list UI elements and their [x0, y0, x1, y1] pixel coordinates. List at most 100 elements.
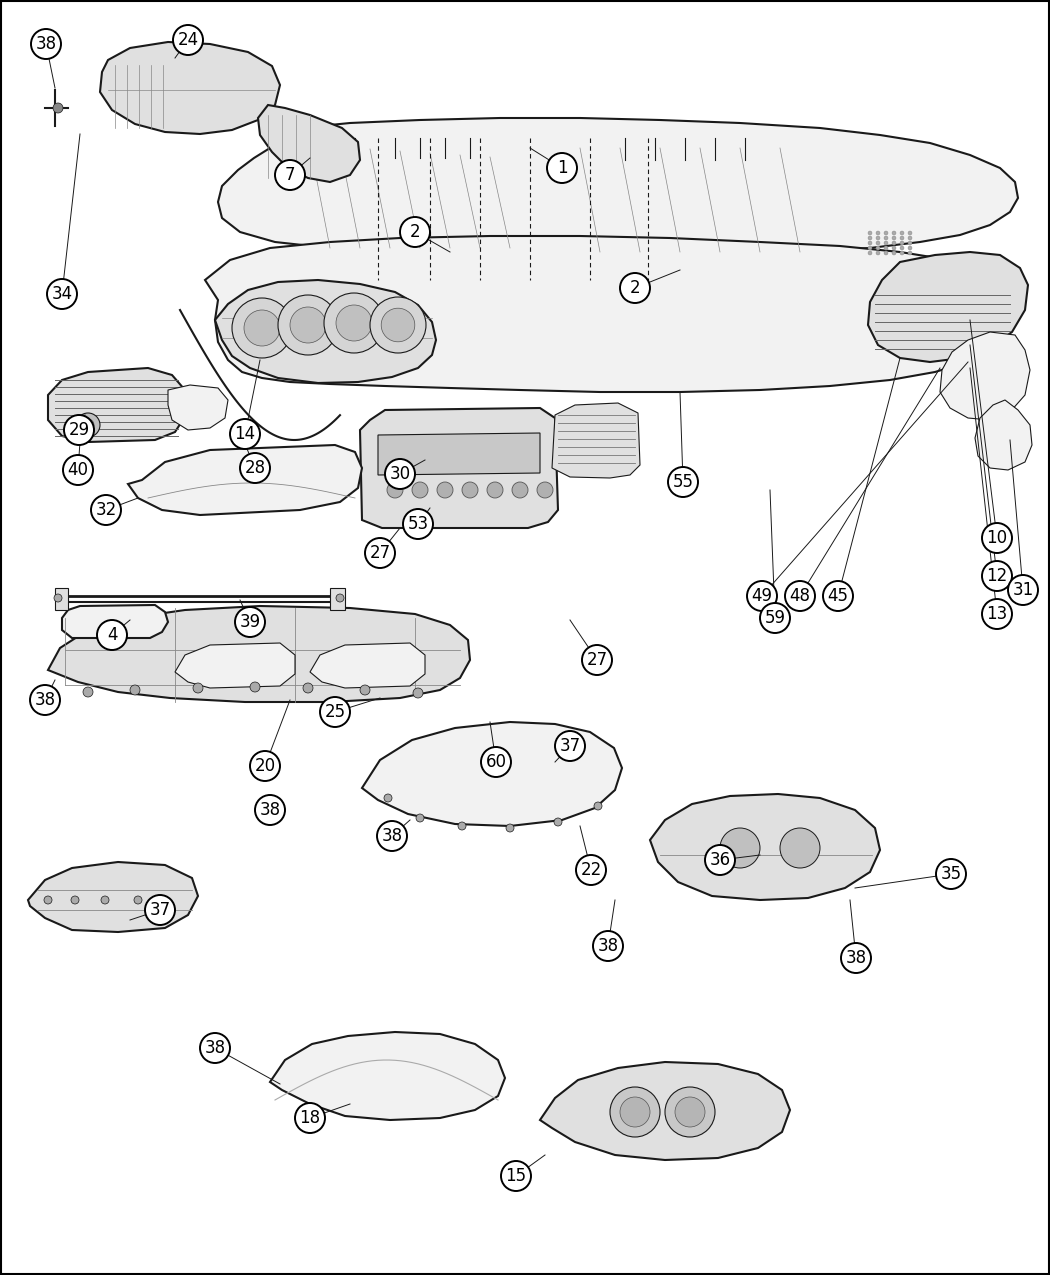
Circle shape: [884, 231, 888, 235]
Circle shape: [892, 241, 896, 245]
Text: 34: 34: [51, 286, 72, 303]
Polygon shape: [650, 794, 880, 900]
Text: 48: 48: [790, 586, 811, 606]
Text: 25: 25: [324, 703, 345, 720]
Circle shape: [336, 594, 344, 602]
Text: 38: 38: [259, 801, 280, 819]
Text: 2: 2: [410, 223, 420, 241]
Text: 38: 38: [35, 691, 56, 709]
Circle shape: [360, 685, 370, 695]
Circle shape: [868, 241, 871, 245]
Polygon shape: [215, 280, 436, 382]
Circle shape: [230, 419, 260, 449]
Circle shape: [240, 453, 270, 483]
Circle shape: [384, 794, 392, 802]
Circle shape: [884, 236, 888, 240]
Circle shape: [720, 827, 760, 868]
Circle shape: [876, 251, 880, 255]
Text: 60: 60: [485, 754, 506, 771]
Circle shape: [320, 697, 350, 727]
Polygon shape: [552, 403, 640, 478]
Circle shape: [52, 103, 63, 113]
Polygon shape: [205, 236, 1010, 391]
Text: 39: 39: [239, 613, 260, 631]
Circle shape: [908, 231, 912, 235]
Circle shape: [377, 821, 407, 850]
Polygon shape: [55, 588, 68, 609]
Circle shape: [82, 419, 94, 431]
Text: 14: 14: [234, 425, 255, 442]
Circle shape: [892, 231, 896, 235]
Text: 31: 31: [1012, 581, 1033, 599]
Circle shape: [620, 1096, 650, 1127]
Circle shape: [101, 896, 109, 904]
Circle shape: [982, 561, 1012, 592]
Circle shape: [97, 620, 127, 650]
Text: 22: 22: [581, 861, 602, 878]
Polygon shape: [378, 434, 540, 476]
Circle shape: [416, 813, 424, 822]
Circle shape: [381, 309, 415, 342]
Circle shape: [620, 273, 650, 303]
Text: 27: 27: [370, 544, 391, 562]
Text: 13: 13: [986, 606, 1008, 623]
Circle shape: [275, 159, 304, 190]
Circle shape: [884, 246, 888, 250]
Circle shape: [576, 856, 606, 885]
Circle shape: [868, 231, 871, 235]
Circle shape: [876, 241, 880, 245]
Circle shape: [76, 413, 100, 437]
Circle shape: [91, 495, 121, 525]
Text: 10: 10: [986, 529, 1008, 547]
Text: 7: 7: [285, 166, 295, 184]
Circle shape: [868, 251, 871, 255]
Circle shape: [295, 1103, 326, 1133]
Circle shape: [512, 482, 528, 499]
Circle shape: [884, 241, 888, 245]
Circle shape: [547, 153, 578, 184]
Circle shape: [537, 482, 553, 499]
Circle shape: [868, 246, 871, 250]
Circle shape: [365, 538, 395, 567]
Circle shape: [582, 645, 612, 674]
Text: 28: 28: [245, 459, 266, 477]
Polygon shape: [62, 606, 168, 638]
Polygon shape: [360, 408, 558, 528]
Circle shape: [908, 241, 912, 245]
Circle shape: [908, 251, 912, 255]
Circle shape: [501, 1162, 531, 1191]
Circle shape: [278, 295, 338, 354]
Circle shape: [900, 241, 904, 245]
Circle shape: [900, 246, 904, 250]
Circle shape: [936, 859, 966, 889]
Circle shape: [892, 236, 896, 240]
Text: 38: 38: [845, 949, 866, 966]
Polygon shape: [270, 1031, 505, 1119]
Text: 4: 4: [107, 626, 118, 644]
Circle shape: [593, 931, 623, 961]
Circle shape: [30, 685, 60, 715]
Circle shape: [173, 26, 203, 55]
Polygon shape: [330, 588, 345, 609]
Polygon shape: [28, 862, 198, 932]
Circle shape: [134, 896, 142, 904]
Circle shape: [71, 896, 79, 904]
Circle shape: [908, 236, 912, 240]
Circle shape: [884, 251, 888, 255]
Circle shape: [290, 307, 326, 343]
Circle shape: [244, 310, 280, 346]
Polygon shape: [940, 332, 1030, 419]
Circle shape: [412, 482, 428, 499]
Circle shape: [63, 455, 93, 484]
Text: 27: 27: [587, 652, 608, 669]
Polygon shape: [218, 119, 1018, 256]
Text: 53: 53: [407, 515, 428, 533]
Polygon shape: [100, 42, 280, 134]
Polygon shape: [175, 643, 295, 689]
Circle shape: [387, 482, 403, 499]
Text: 24: 24: [177, 31, 198, 48]
Circle shape: [823, 581, 853, 611]
Circle shape: [145, 895, 175, 924]
Circle shape: [481, 747, 511, 776]
Polygon shape: [128, 445, 362, 515]
